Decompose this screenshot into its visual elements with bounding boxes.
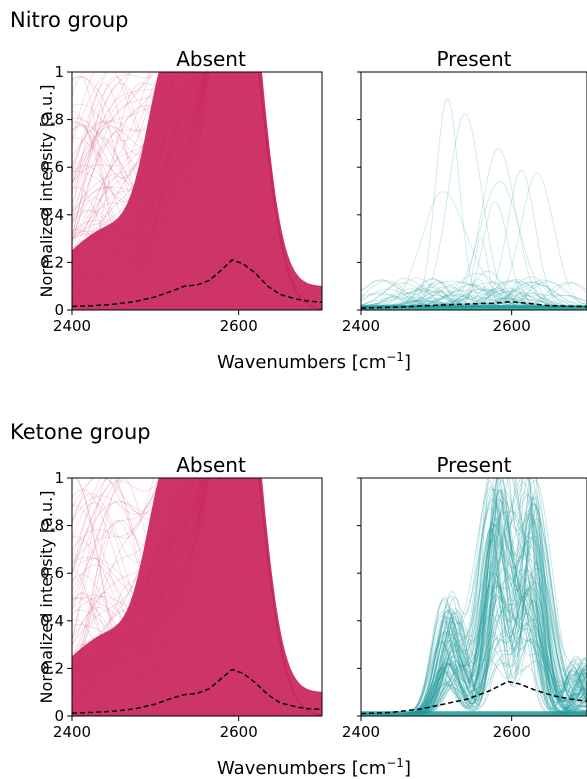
- panel-title-ketone-absent: Absent: [176, 453, 246, 477]
- x-tick-label: 2600: [220, 723, 258, 741]
- x-tick-label: 2600: [220, 317, 258, 335]
- y-tick-label: 0.8: [40, 111, 64, 129]
- y-tick-label: 0.4: [40, 612, 64, 630]
- y-tick-label: 0.6: [40, 564, 64, 582]
- y-axis-label-nitro: Normalized intensity [a.u.]: [37, 85, 56, 298]
- spectra-layer: [72, 72, 322, 310]
- y-tick-label: 0: [54, 707, 64, 725]
- panel-title-nitro-absent: Absent: [176, 47, 246, 71]
- x-tick-label: 2400: [53, 723, 91, 741]
- spectrum-line: [361, 97, 587, 309]
- spectrum-line: [361, 172, 587, 309]
- spectra-layer: [72, 478, 322, 716]
- mean-spectrum-line: [361, 680, 587, 715]
- spectrum-line: [361, 169, 587, 309]
- panel-nitro-absent: 2400 2600 0 0.2 0.4 0.6 0.8 1: [40, 63, 323, 335]
- x-axis-label-ketone: Wavenumbers [cm−1]: [217, 756, 411, 779]
- group-title-nitro: Nitro group: [10, 8, 128, 32]
- group-title-ketone: Ketone group: [10, 420, 151, 444]
- y-tick-label: 0.6: [40, 158, 64, 176]
- spectrum-line: [361, 113, 587, 309]
- y-axis-label-ketone: Normalized intensity [a.u.]: [37, 491, 56, 704]
- spectra-layer: [361, 478, 587, 716]
- y-tick-label: 1: [54, 469, 64, 487]
- y-tick-label: 0.2: [40, 659, 64, 677]
- spectra-layer: [361, 97, 587, 310]
- panel-ketone-present: 2400 2600: [342, 477, 587, 741]
- x-tick-label: 2400: [342, 723, 380, 741]
- y-tick-label: 1: [54, 63, 64, 81]
- mean-spectrum-line: [72, 668, 322, 714]
- y-tick-label: 0.8: [40, 517, 64, 535]
- x-tick-label: 2400: [342, 317, 380, 335]
- spectra-baseline-band: [361, 711, 587, 716]
- x-axis-label-nitro: Wavenumbers [cm−1]: [217, 350, 411, 373]
- axes-frame: [71, 477, 323, 717]
- spectra-envelope: [72, 72, 322, 310]
- panel-ketone-absent: 2400 2600 0 0.2 0.4 0.6 0.8 1: [40, 469, 323, 741]
- axes-frame: [360, 477, 587, 717]
- x-tick-label: 2600: [493, 723, 531, 741]
- spectrum-line: [361, 181, 587, 308]
- y-tick-label: 0.4: [40, 206, 64, 224]
- y-tick-label: 0: [54, 301, 64, 319]
- x-tick-label: 2400: [53, 317, 91, 335]
- axes-frame: [360, 71, 587, 311]
- x-tick-label: 2600: [493, 317, 531, 335]
- panel-title-ketone-present: Present: [436, 453, 511, 477]
- mean-spectrum-line: [361, 300, 587, 309]
- panel-title-nitro-present: Present: [436, 47, 511, 71]
- mean-spectrum-line: [72, 259, 322, 308]
- y-tick-label: 0.2: [40, 253, 64, 271]
- spectra-baseline-band: [361, 305, 587, 310]
- spectra-envelope: [72, 478, 322, 716]
- axes-frame: [71, 71, 323, 311]
- panel-nitro-present: 2400 2600: [342, 71, 587, 335]
